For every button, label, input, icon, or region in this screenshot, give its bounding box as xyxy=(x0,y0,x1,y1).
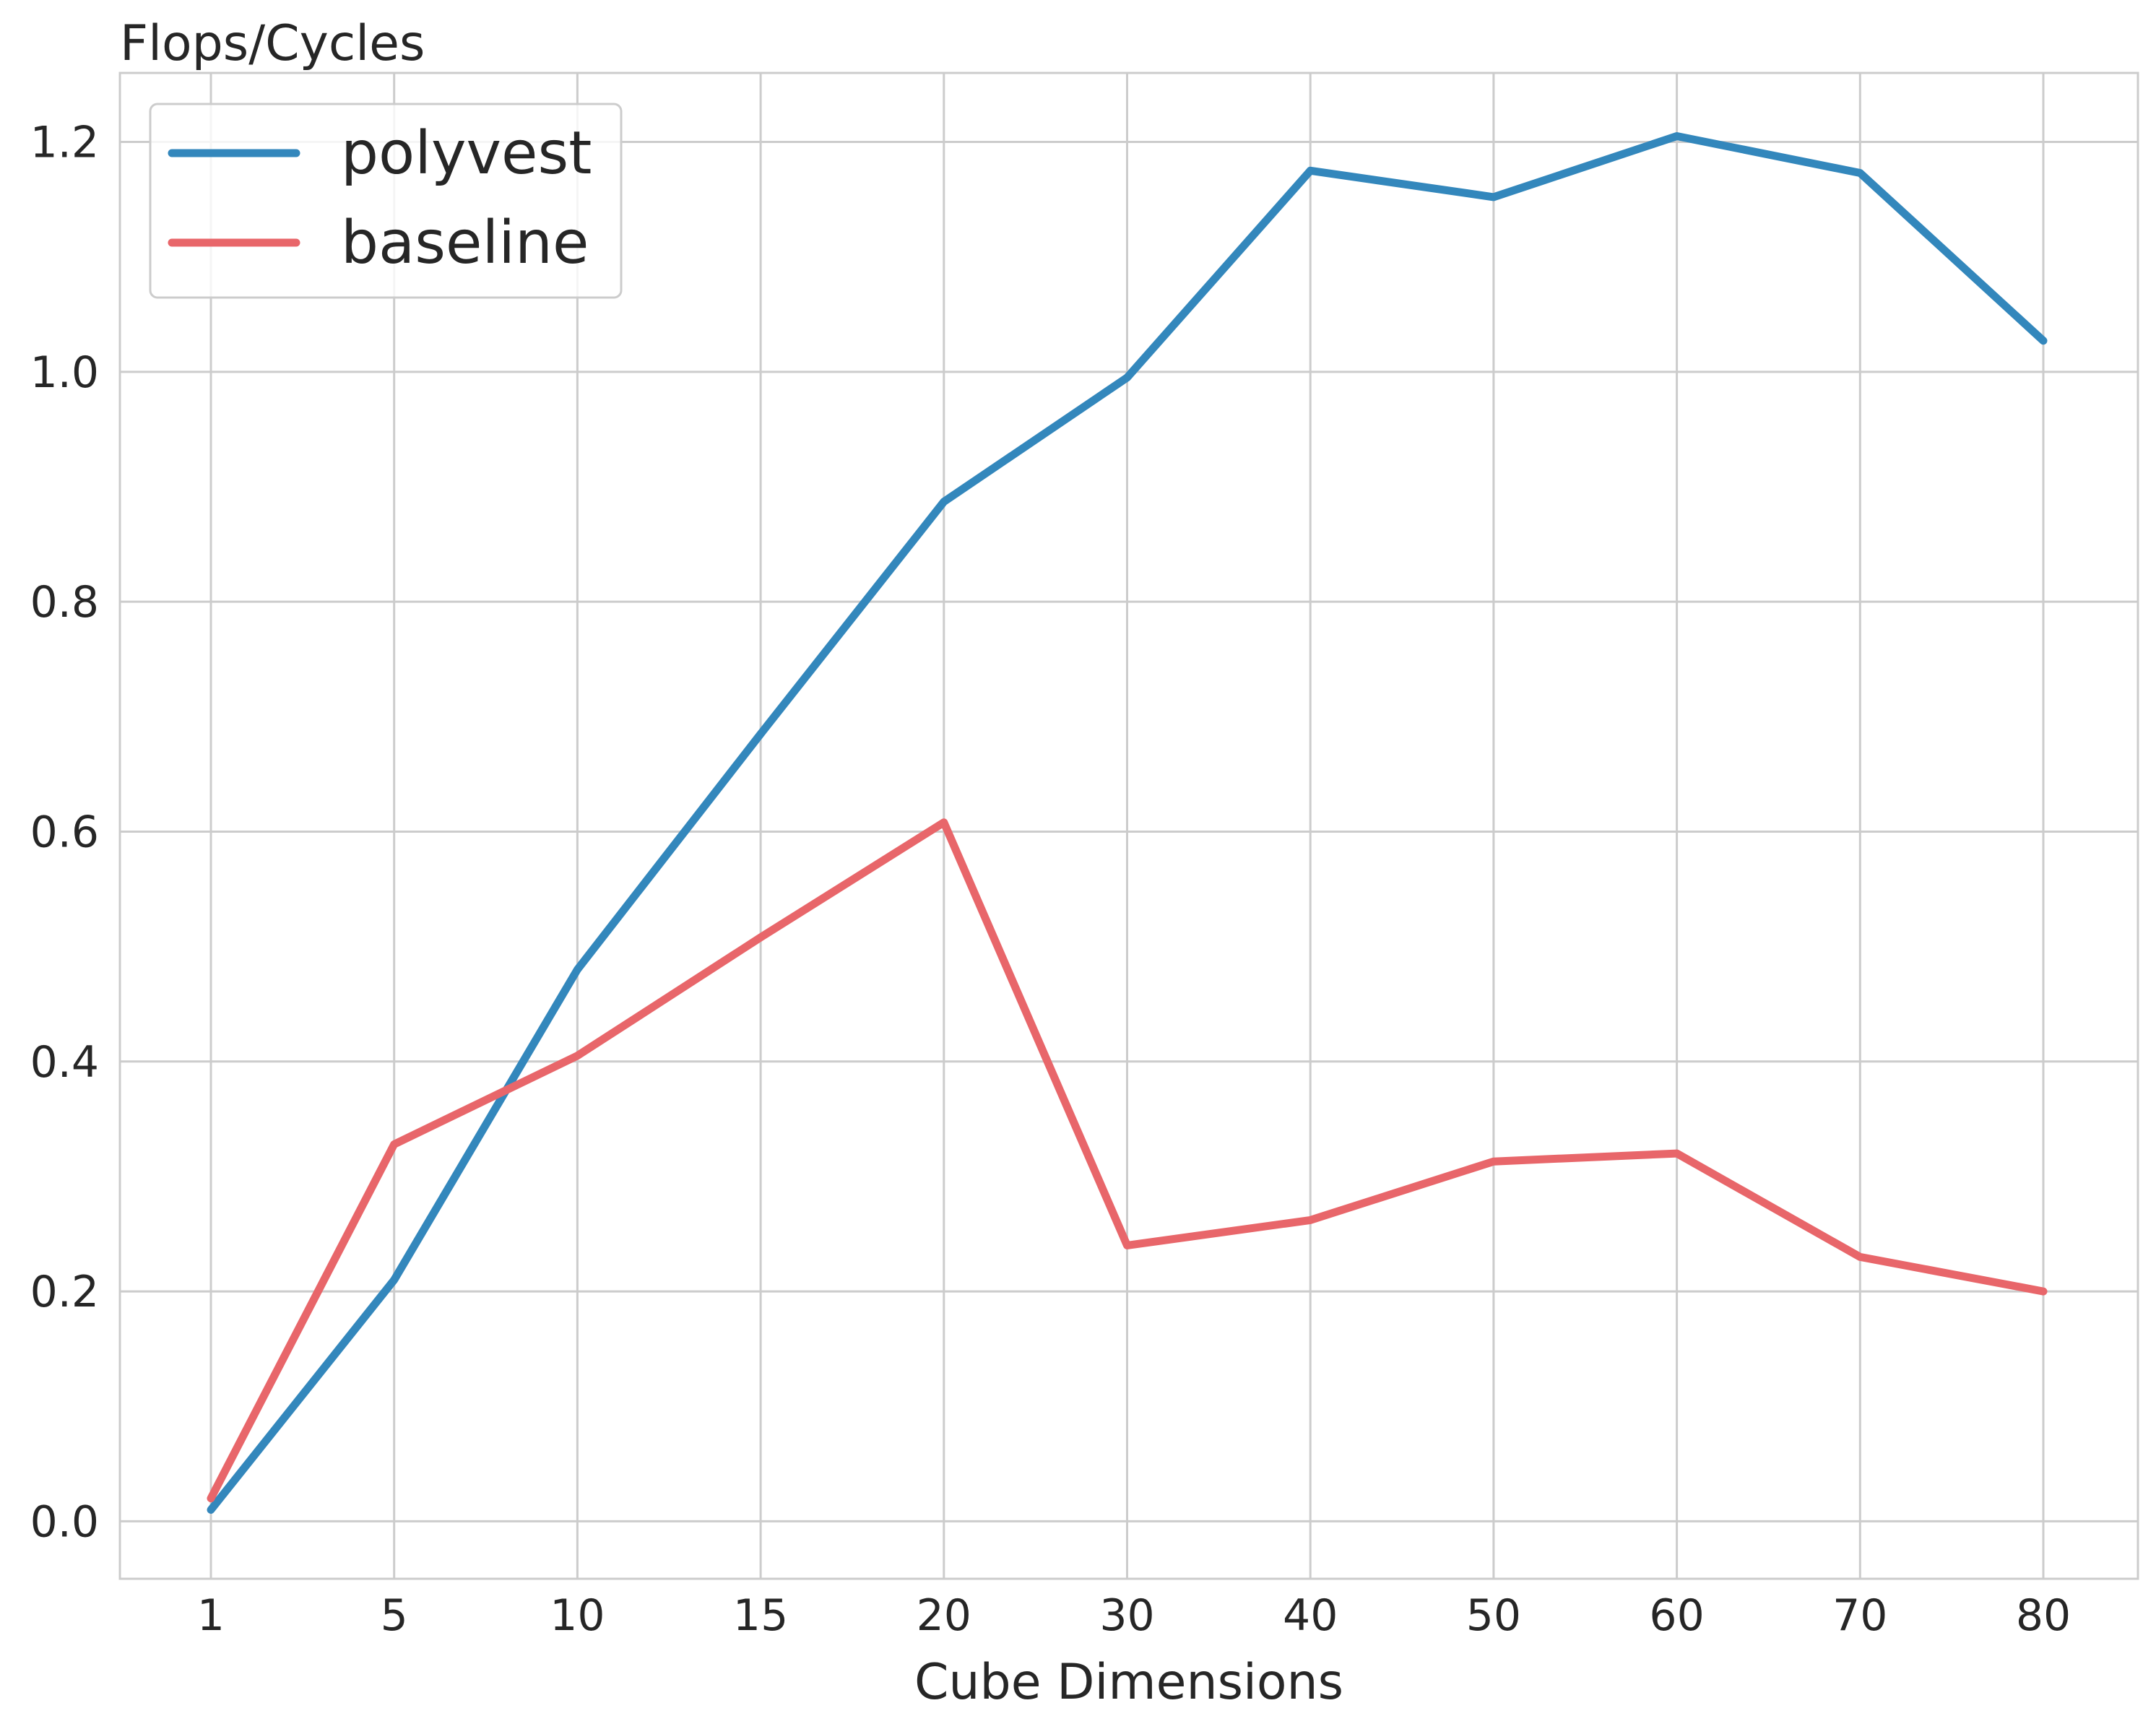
y-tick-label: 0.0 xyxy=(30,1496,99,1547)
legend-label-polyvest: polyvest xyxy=(341,119,592,188)
data-point-polyvest xyxy=(210,1509,212,1511)
x-tick-label: 30 xyxy=(1099,1590,1154,1641)
y-tick-label: 0.2 xyxy=(30,1267,99,1317)
x-tick-label: 80 xyxy=(2016,1590,2071,1641)
x-tick-label: 50 xyxy=(1466,1590,1521,1641)
x-tick-label: 1 xyxy=(197,1590,225,1641)
y-tick-label: 0.4 xyxy=(30,1037,99,1088)
series-lines xyxy=(207,132,2048,1514)
data-point-baseline xyxy=(943,822,945,823)
data-point-baseline xyxy=(2043,1291,2044,1292)
legend: polyvest baseline xyxy=(149,103,623,299)
x-tick-label: 20 xyxy=(917,1590,971,1641)
data-point-baseline xyxy=(576,1055,578,1057)
x-tick-label: 60 xyxy=(1649,1590,1704,1641)
x-tick-label: 40 xyxy=(1283,1590,1338,1641)
data-point-baseline xyxy=(1309,1219,1311,1221)
y-tick-label: 0.6 xyxy=(30,807,99,857)
plot-background xyxy=(120,73,2138,1579)
data-point-polyvest xyxy=(943,501,945,503)
data-point-polyvest xyxy=(576,968,578,970)
x-axis-title: Cube Dimensions xyxy=(914,1654,1343,1711)
data-point-polyvest xyxy=(1493,196,1494,198)
y-tick-labels: 0.0 0.2 0.4 0.6 0.8 1.0 1.2 xyxy=(30,117,99,1547)
x-tick-label: 10 xyxy=(550,1590,605,1641)
data-point-baseline xyxy=(1676,1153,1678,1154)
y-tick-label: 0.8 xyxy=(30,577,99,628)
x-tick-label: 5 xyxy=(381,1590,408,1641)
data-point-baseline xyxy=(210,1498,212,1499)
plot-frame xyxy=(118,72,2139,1580)
y-axis-title: Flops/Cycles xyxy=(120,15,425,72)
y-tick-label: 1.0 xyxy=(30,347,99,398)
data-point-polyvest xyxy=(1309,170,1311,171)
x-tick-labels: 1 5 10 15 20 30 40 50 60 70 80 xyxy=(197,1590,2071,1641)
x-tick-label: 15 xyxy=(733,1590,788,1641)
data-point-baseline xyxy=(1493,1161,1494,1162)
y-tick-label: 1.2 xyxy=(30,117,99,168)
data-point-polyvest xyxy=(2043,340,2044,342)
x-tick-label: 70 xyxy=(1832,1590,1887,1641)
legend-label-baseline: baseline xyxy=(341,209,589,277)
